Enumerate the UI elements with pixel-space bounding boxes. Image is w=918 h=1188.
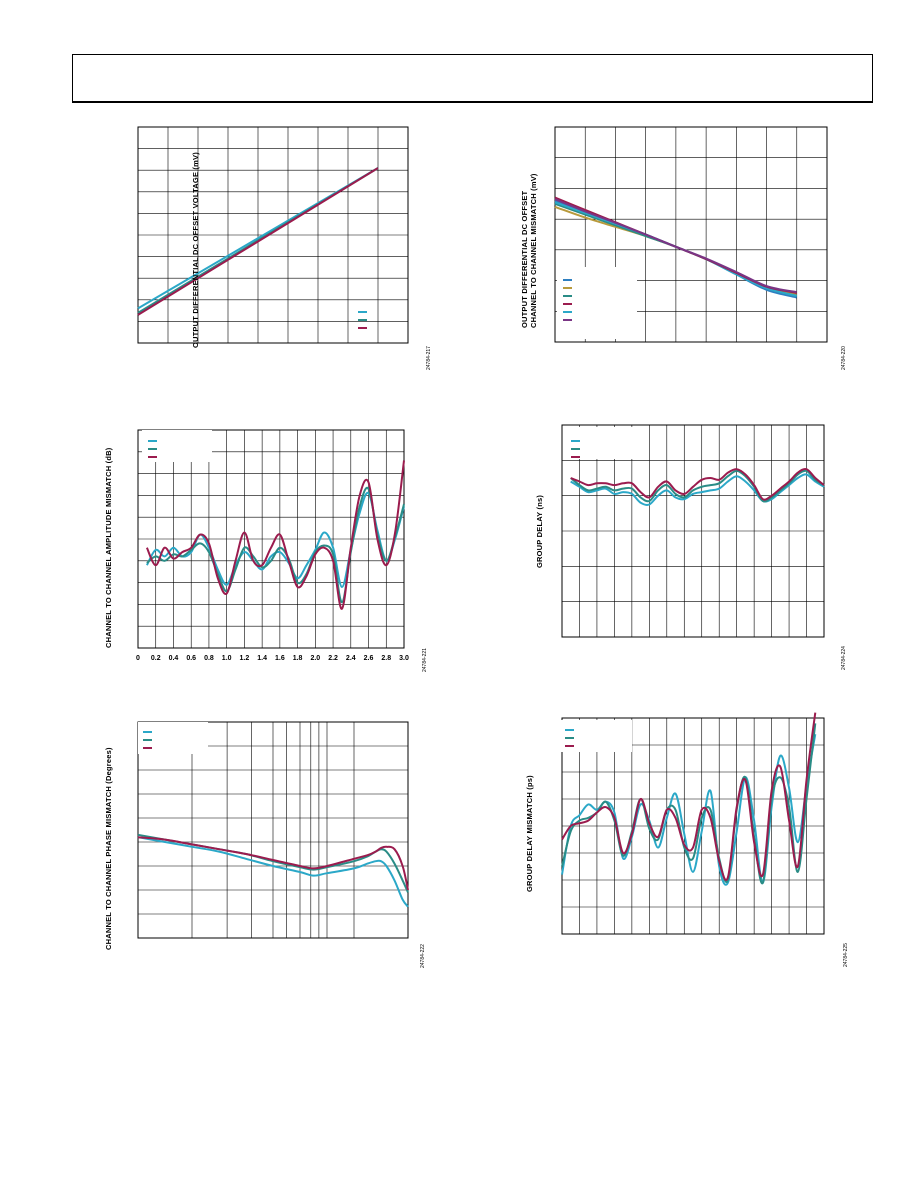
x-tick-label: 0.4 — [169, 655, 179, 662]
x-tick-label: 1.4 — [257, 655, 267, 662]
series-line-maroon — [145, 460, 405, 610]
legend-box — [138, 722, 208, 754]
x-tick-label: 2.8 — [381, 655, 391, 662]
series-line-teal — [146, 486, 405, 604]
x-tick-label: 0.2 — [151, 655, 161, 662]
plot-frame — [137, 429, 405, 649]
plot-area — [554, 126, 828, 343]
plot-frame — [561, 717, 825, 935]
y-axis-label: OUTPUT DIFFERENTIAL DC OFFSET VOLTAGE (m… — [191, 152, 200, 348]
x-tick-label: 0.8 — [204, 655, 214, 662]
chart-svg-dc-offset-voltage — [137, 126, 409, 344]
figure-id: 24784-217 — [426, 346, 432, 370]
figure-id: 24784-220 — [841, 346, 847, 370]
y-axis-label: CHANNEL TO CHANNEL AMPLITUDE MISMATCH (d… — [104, 447, 113, 648]
plot-area — [561, 424, 825, 638]
plot-frame — [137, 126, 409, 344]
x-tick-label: 2.4 — [346, 655, 356, 662]
series-line-maroon — [137, 167, 379, 316]
chart-group-delay: GROUP DELAY (ns) 24784-224 — [505, 415, 855, 675]
plot-frame — [137, 721, 409, 939]
series-line-cyan — [137, 836, 409, 908]
y-axis-label: GROUP DELAY (ns) — [535, 494, 544, 568]
figure-id: 24784-225 — [843, 943, 849, 967]
figure-id: 24784-221 — [422, 648, 428, 672]
plot-frame — [554, 126, 828, 343]
series-line-maroon — [570, 468, 825, 501]
y-axis-label-line2: CHANNEL TO CHANNEL MISMATCH (mV) — [529, 173, 538, 328]
chart-svg-amplitude-mismatch: 0 0.2 0.4 0.6 0.8 1.0 1.2 1.4 1.6 1.8 2.0 2.2 2.4 2.6… — [136, 429, 409, 662]
figure-id: 24784-224 — [841, 646, 847, 670]
plot-area — [137, 126, 409, 344]
x-tick-label: 2.0 — [310, 655, 320, 662]
chart-amplitude-mismatch: 0 0.2 0.4 0.6 0.8 1.0 1.2 1.4 1.6 1.8 2.0 2.2 2.4 2.6… — [90, 420, 435, 680]
series-line-maroon — [561, 712, 817, 881]
chart-dc-offset-mismatch: OUTPUT DIFFERENTIAL DC OFFSET CHANNEL TO… — [505, 115, 855, 375]
page-header-box — [72, 54, 873, 103]
y-axis-label: CHANNEL TO CHANNEL PHASE MISMATCH (Degre… — [104, 747, 113, 950]
series-line-teal — [561, 723, 817, 885]
x-tick-label: 0.6 — [186, 655, 196, 662]
y-axis-label-line1: OUTPUT DIFFERENTIAL DC OFFSET — [520, 190, 529, 328]
chart-svg-dc-offset-mismatch — [554, 126, 828, 343]
series-line-teal — [570, 469, 825, 503]
x-tick-label: 1.2 — [240, 655, 250, 662]
chart-dc-offset-voltage: OUTPUT DIFFERENTIAL DC OFFSET VOLTAGE (m… — [90, 115, 435, 375]
series-line-maroon — [137, 836, 409, 891]
plot-area: 0 0.2 0.4 0.6 0.8 1.0 1.2 1.4 1.6 1.8 2.0 2.2 2.4 2.6… — [136, 429, 409, 662]
legend-box — [560, 720, 632, 752]
plot-area — [137, 721, 409, 939]
x-tick-label: 1.6 — [275, 655, 285, 662]
y-axis-label: GROUP DELAY MISMATCH (ps) — [525, 775, 534, 892]
x-tick-label: 1.8 — [293, 655, 303, 662]
chart-svg-group-delay — [561, 424, 825, 638]
series-line-cyan — [570, 473, 825, 506]
legend-box — [565, 427, 635, 459]
x-tick-label: 1.0 — [222, 655, 232, 662]
x-tick-label: 2.6 — [364, 655, 374, 662]
chart-svg-phase-mismatch — [137, 721, 409, 939]
x-tick-label: 0 — [136, 655, 140, 662]
plot-area — [560, 712, 825, 935]
series-line-purple — [554, 198, 797, 294]
chart-svg-group-delay-mismatch — [560, 712, 825, 935]
plot-frame — [561, 424, 825, 638]
chart-group-delay-mismatch: GROUP DELAY MISMATCH (ps) 24784-225 — [505, 710, 855, 975]
chart-phase-mismatch: CHANNEL TO CHANNEL PHASE MISMATCH (Degre… — [90, 710, 435, 975]
x-tick-label: 2.2 — [328, 655, 338, 662]
x-tick-label: 3.0 — [399, 655, 409, 662]
figure-id: 24784-222 — [420, 944, 426, 968]
